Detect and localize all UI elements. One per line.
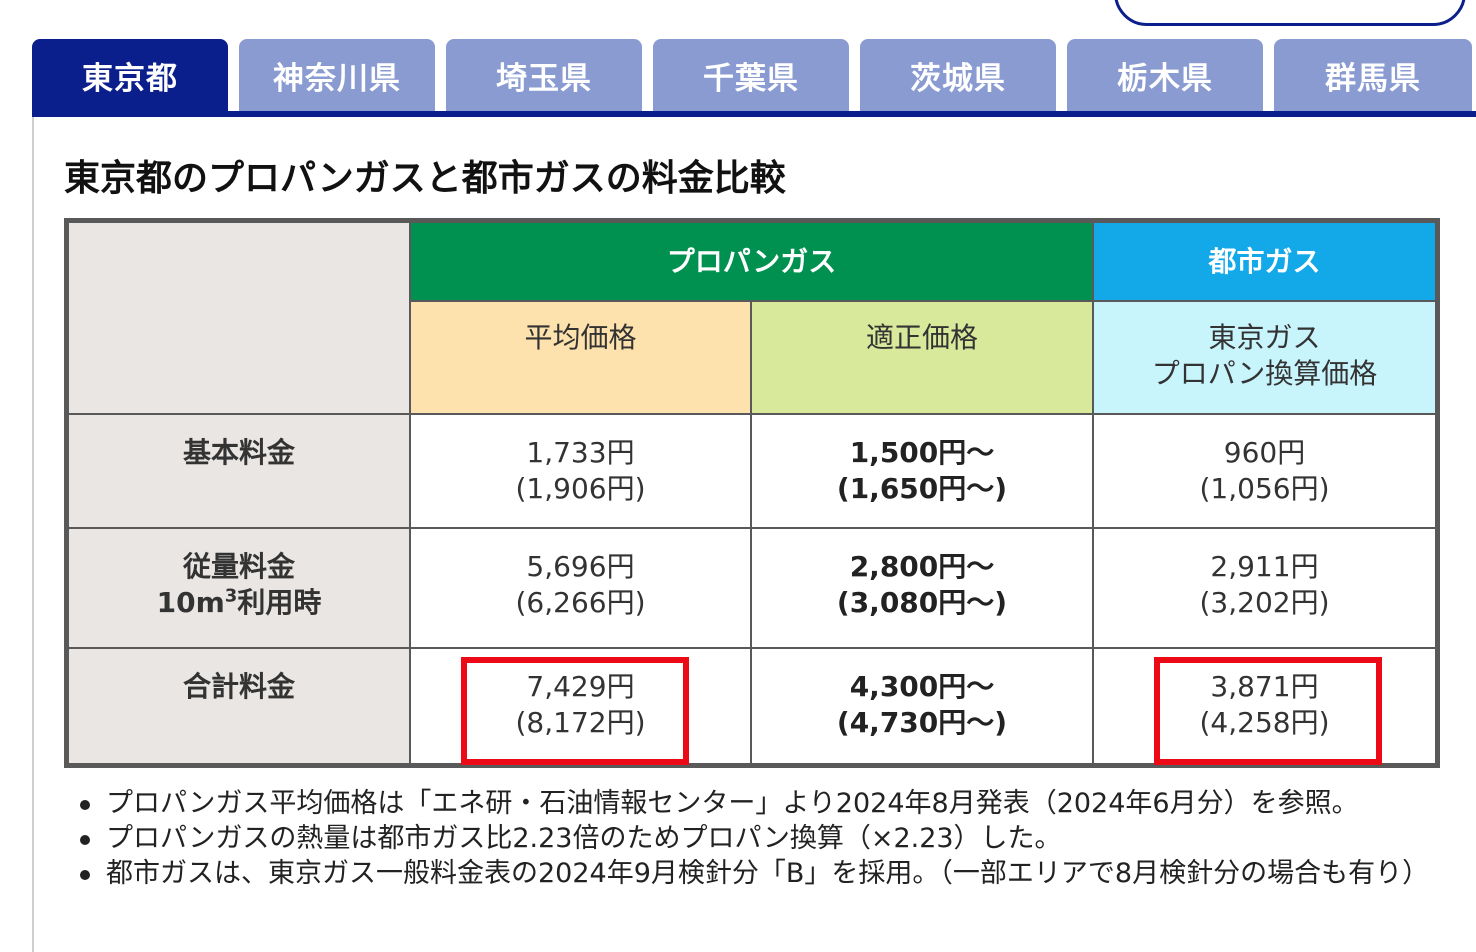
cell-value-taxed: (1,906円)	[515, 472, 646, 505]
cell-avg-usage: 5,696円 (6,266円)	[411, 529, 750, 647]
cell-city-usage: 2,911円 (3,202円)	[1094, 529, 1435, 647]
cell-city-basic: 960円 (1,056円)	[1094, 415, 1435, 527]
cell-value: 960円	[1223, 436, 1306, 469]
cell-value-taxed: (1,650円〜)	[836, 472, 1008, 505]
top-pill-button[interactable]	[1114, 0, 1466, 26]
tab-ibaraki[interactable]: 茨城県	[860, 39, 1056, 111]
propane-group-header: プロパンガス	[411, 223, 1092, 300]
tab-chiba[interactable]: 千葉県	[653, 39, 849, 111]
row-header-basic-fee: 基本料金	[69, 415, 409, 527]
note-item: プロパンガス平均価格は「エネ研・石油情報センター」より2024年8月発表（202…	[76, 786, 1436, 821]
corner-cell	[69, 223, 409, 413]
tab-tokyo[interactable]: 東京都	[32, 39, 228, 111]
note-item: 都市ガスは、東京ガス一般料金表の2024年9月検針分「B」を採用。（一部エリアで…	[76, 856, 1436, 891]
cell-value-taxed: (8,172円)	[515, 706, 646, 739]
cell-fair-total: 4,300円〜 (4,730円〜)	[752, 649, 1092, 763]
city-gas-group-label: 都市ガス	[1208, 244, 1321, 278]
cell-value: 1,733円	[526, 436, 635, 469]
note-item: プロパンガスの熱量は都市ガス比2.23倍のためプロパン換算（×2.23）した。	[76, 821, 1436, 856]
cell-value: 1,500円〜	[849, 436, 995, 469]
row-header-label: 基本料金	[182, 436, 295, 469]
cell-avg-total: 7,429円 (8,172円)	[411, 649, 750, 763]
cell-value: 4,300円〜	[849, 670, 995, 703]
cell-value: 2,800円〜	[849, 550, 995, 583]
page-title: 東京都のプロパンガスと都市ガスの料金比較	[64, 158, 786, 199]
cell-value-taxed: (4,258円)	[1199, 706, 1330, 739]
city-gas-group-header: 都市ガス	[1094, 223, 1435, 300]
tokyo-gas-label: 東京ガス	[1208, 321, 1321, 354]
tab-gunma[interactable]: 群馬県	[1274, 39, 1472, 111]
avg-price-label: 平均価格	[524, 321, 637, 354]
propane-group-label: プロパンガス	[666, 244, 837, 278]
fair-price-header: 適正価格	[752, 302, 1092, 413]
tab-underline	[32, 111, 1476, 117]
cell-fair-usage: 2,800円〜 (3,080円〜)	[752, 529, 1092, 647]
row-header-label: 従量料金	[182, 550, 295, 583]
cell-value-taxed: (6,266円)	[515, 586, 646, 619]
cell-value: 3,871円	[1210, 670, 1319, 703]
tab-tochigi[interactable]: 栃木県	[1067, 39, 1263, 111]
cell-value: 5,696円	[526, 550, 635, 583]
row-header-label: 合計料金	[182, 670, 295, 703]
cell-value: 7,429円	[526, 670, 635, 703]
cell-avg-basic: 1,733円 (1,906円)	[411, 415, 750, 527]
cell-fair-basic: 1,500円〜 (1,650円〜)	[752, 415, 1092, 527]
cell-value-taxed: (4,730円〜)	[836, 706, 1008, 739]
row-header-usage-fee: 従量料金 10m3利用時	[69, 529, 409, 647]
notes-list: プロパンガス平均価格は「エネ研・石油情報センター」より2024年8月発表（202…	[76, 786, 1436, 891]
tokyo-gas-header: 東京ガス プロパン換算価格	[1094, 302, 1435, 413]
cell-city-total: 3,871円 (4,258円)	[1094, 649, 1435, 763]
comparison-table: プロパンガス 都市ガス 平均価格 適正価格 東京ガス プロパン換算価格 基本料金…	[64, 218, 1440, 768]
tab-saitama[interactable]: 埼玉県	[446, 39, 642, 111]
tab-kanagawa[interactable]: 神奈川県	[239, 39, 435, 111]
cell-value-taxed: (3,202円)	[1199, 586, 1330, 619]
fair-price-label: 適正価格	[865, 321, 978, 354]
cell-value-taxed: (3,080円〜)	[836, 586, 1008, 619]
prefecture-tabs: 東京都 神奈川県 埼玉県 千葉県 茨城県 栃木県 群馬県	[32, 39, 1476, 113]
row-header-sublabel: 10m3利用時	[156, 585, 322, 619]
propane-conversion-label: プロパン換算価格	[1151, 357, 1378, 390]
avg-price-header: 平均価格	[411, 302, 750, 413]
cell-value: 2,911円	[1210, 550, 1319, 583]
row-header-total-fee: 合計料金	[69, 649, 409, 763]
cell-value-taxed: (1,056円)	[1199, 472, 1330, 505]
